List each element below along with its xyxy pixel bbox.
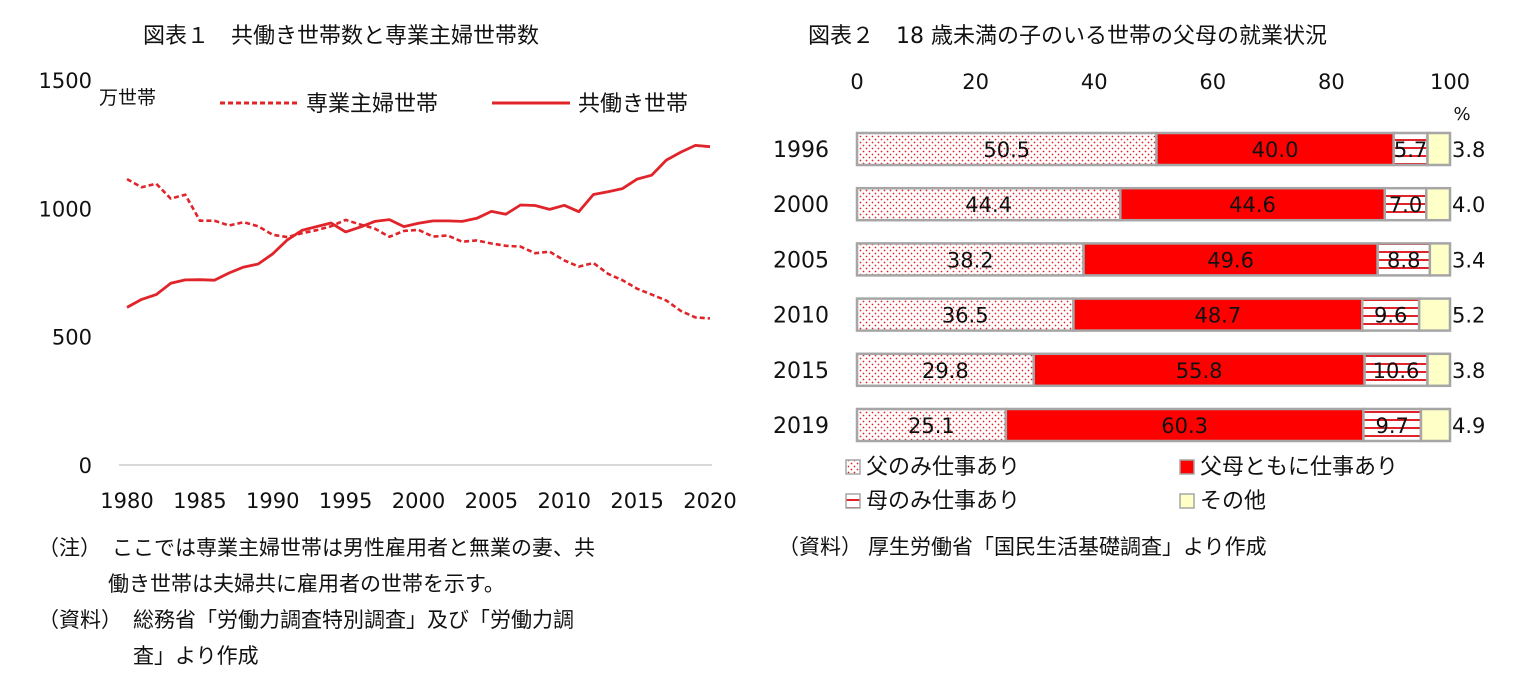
- chart2-data-label: 4.9: [1452, 414, 1485, 438]
- chart2-note-text: 厚生労働省「国民生活基礎調査」より作成: [868, 535, 1267, 559]
- chart2-data-label: 60.3: [1161, 414, 1208, 438]
- chart2-legend-swatch: [1179, 493, 1195, 509]
- chart2-bar-segment: [1362, 407, 1423, 443]
- chart2-x-tick-label: 40: [1081, 70, 1108, 94]
- chart2-x-tick-label: 60: [1199, 70, 1226, 94]
- chart2-category-label: 2015: [773, 359, 829, 384]
- chart2-data-label: 9.6: [1374, 304, 1407, 328]
- chart2-x-tick-label: 0: [850, 70, 863, 94]
- chart1-legend-label: 共働き世帯: [578, 92, 688, 117]
- chart1-note-text: 査」より作成: [133, 644, 259, 668]
- chart2-panel: 図表２ 18 歳未満の子のいる世帯の父母の就業状況 0 20 40 60 80 100 %…: [760, 0, 1527, 686]
- chart2-data-label: 3.8: [1452, 359, 1485, 383]
- chart1-x-tick-label: 1990: [246, 489, 299, 513]
- chart1-x-tick-label: 1995: [319, 489, 372, 513]
- chart2-bar-segment: [1419, 407, 1452, 443]
- chart2-bar-segment: [1082, 242, 1379, 277]
- chart2-bar-segment: [1155, 131, 1395, 167]
- chart2-plot: 0 20 40 60 80 100 % 199620002005201020152019 …: [773, 70, 1485, 514]
- chart2-data-label: 3.8: [1452, 138, 1485, 162]
- chart2-title: 図表２ 18 歳未満の子のいる世帯の父母の就業状況: [808, 24, 1327, 49]
- chart1-y-tick-label: 500: [52, 326, 92, 350]
- chart1-note-label: （注）: [38, 536, 101, 560]
- chart2-x-tick-label: 20: [962, 70, 989, 94]
- chart1-y-tick-label: 0: [79, 454, 92, 478]
- chart2-data-label: 44.4: [965, 193, 1012, 217]
- chart2-data-label: 40.0: [1252, 138, 1299, 162]
- chart2-bar-segment: [855, 352, 1035, 388]
- chart1-plot: 0 500 1000 1500 1980 1985 1990 1995 2000 2005 201…: [39, 69, 737, 513]
- chart1-series-line: [126, 143, 711, 309]
- chart2-legend-label: 父のみ仕事あり: [866, 455, 1020, 480]
- chart1-x-tick-label: 2010: [538, 489, 591, 513]
- chart2-data-label: 4.0: [1452, 193, 1485, 217]
- chart1-series-line: [126, 177, 711, 320]
- chart2-data-label: 25.1: [908, 414, 955, 438]
- chart2-category-label: 2010: [773, 304, 829, 329]
- chart2-data-label: 55.8: [1176, 359, 1223, 383]
- chart2-data-label: 5.2: [1452, 304, 1485, 328]
- chart1-title: 図表１ 共働き世帯数と専業主婦世帯数: [143, 24, 540, 49]
- chart2-legend-label: その他: [1200, 489, 1266, 514]
- chart2-x-tick-label: 100: [1430, 70, 1470, 94]
- chart2-bar-segment: [1425, 186, 1452, 222]
- chart1-x-tick-label: 2015: [610, 489, 663, 513]
- chart2-data-label: 48.7: [1194, 304, 1241, 328]
- chart2-category-label: 2005: [773, 248, 829, 273]
- chart2-data-label: 10.6: [1373, 359, 1420, 383]
- chart2-bar-segment: [1428, 242, 1452, 277]
- chart1-x-tick-label: 1980: [100, 489, 153, 513]
- chart1-note-label: （資料）: [38, 608, 122, 632]
- chart1-x-tick-label: 1985: [173, 489, 226, 513]
- chart2-legend-swatch: [845, 459, 861, 475]
- chart2-data-label: 49.6: [1207, 248, 1254, 272]
- chart2-bar-segment: [1032, 352, 1366, 388]
- chart2-category-label: 2019: [773, 414, 829, 439]
- chart2-data-label: 8.8: [1387, 248, 1420, 272]
- chart1-y-axis-label: 万世帯: [99, 87, 156, 109]
- chart1-note-text: ここでは専業主婦世帯は男性雇用者と無業の妻、共: [112, 536, 595, 560]
- chart2-bar-segment: [855, 297, 1075, 332]
- chart2-legend-label: 父母ともに仕事あり: [1200, 455, 1398, 480]
- chart1-note-text: 働き世帯は夫婦共に雇用者の世帯を示す。: [108, 572, 505, 596]
- chart1-note-text: 総務省「労働力調査特別調査」及び「労働力調: [133, 608, 574, 632]
- chart2-unit-label: %: [1453, 104, 1470, 125]
- chart2-category-label: 2000: [773, 193, 829, 218]
- chart2-data-label: 36.5: [942, 304, 989, 328]
- chart2-data-label: 44.6: [1229, 193, 1276, 217]
- chart2-data-label: 9.7: [1375, 414, 1408, 438]
- chart2-data-label: 29.8: [922, 359, 969, 383]
- chart2-data-label: 3.4: [1452, 248, 1485, 272]
- chart1-legend-label: 専業主婦世帯: [306, 92, 438, 117]
- chart2-category-label: 1996: [773, 138, 829, 163]
- chart1-panel: 図表１ 共働き世帯数と専業主婦世帯数 0 500 1000 1500 1980 1985…: [0, 0, 760, 686]
- chart2-data-label: 7.0: [1389, 193, 1422, 217]
- chart2-bar-segment: [1426, 131, 1452, 167]
- chart2-data-label: 5.7: [1394, 138, 1427, 162]
- chart2-data-label: 50.5: [983, 138, 1030, 162]
- chart2-x-tick-label: 80: [1318, 70, 1345, 94]
- chart1-x-tick-label: 2000: [392, 489, 445, 513]
- chart2-data-label: 38.2: [947, 248, 994, 272]
- chart2-bar-segment: [1072, 297, 1364, 332]
- chart2-bar-segment: [1004, 407, 1365, 443]
- chart1-y-tick-label: 1500: [39, 69, 92, 93]
- chart2-bar-segment: [1426, 352, 1452, 388]
- chart2-legend-label: 母のみ仕事あり: [866, 489, 1020, 514]
- chart1-x-tick-label: 2005: [465, 489, 518, 513]
- chart1-y-tick-label: 1000: [39, 197, 92, 221]
- chart2-legend-swatch: [1179, 459, 1195, 475]
- chart2-bar-segment: [1417, 297, 1452, 332]
- chart1-x-tick-label: 2020: [683, 489, 736, 513]
- chart2-bar-segment: [855, 407, 1008, 443]
- chart2-legend-swatch: [845, 493, 861, 509]
- chart2-note-label: （資料）: [778, 535, 862, 559]
